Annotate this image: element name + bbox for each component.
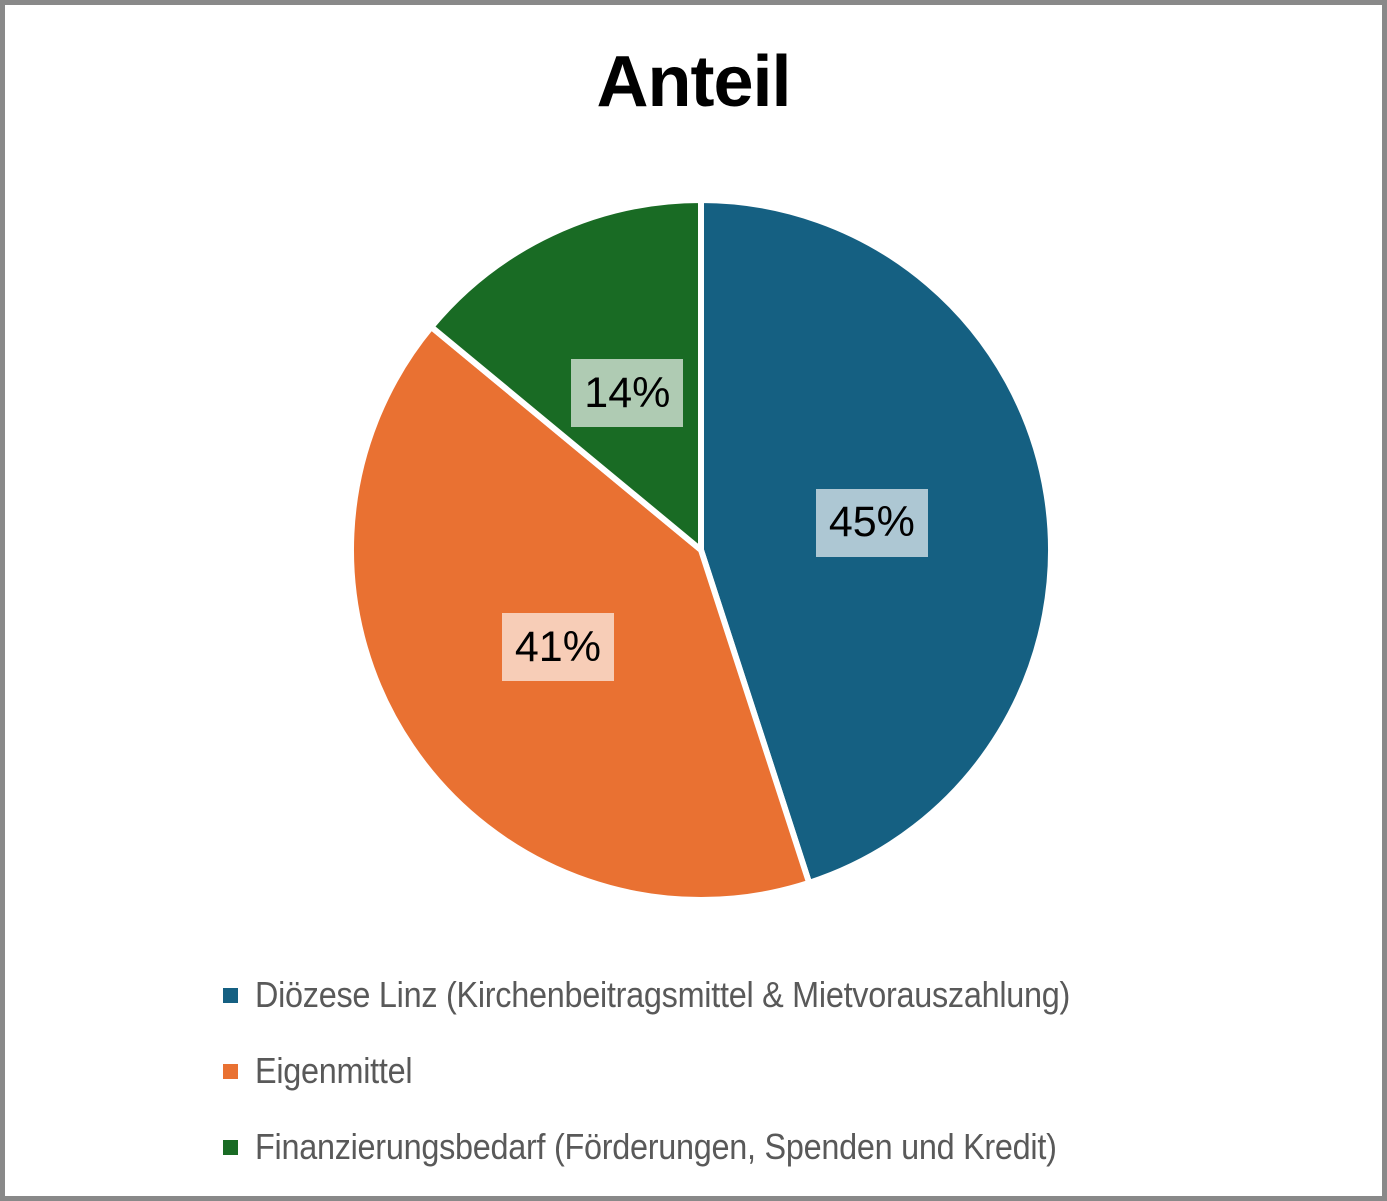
chart-title[interactable]: Anteil <box>596 42 791 122</box>
legend-label: Diözese Linz (Kirchenbeitragsmittel & Mi… <box>255 974 1071 1015</box>
legend-item-0[interactable]: Diözese Linz (Kirchenbeitragsmittel & Mi… <box>223 957 1161 1033</box>
legend-label: Eigenmittel <box>255 1050 413 1091</box>
legend: Diözese Linz (Kirchenbeitragsmittel & Mi… <box>223 957 1161 1185</box>
slice-label-1[interactable]: 41% <box>501 613 614 682</box>
legend-marker-icon <box>223 1063 238 1079</box>
legend-marker-icon <box>223 1139 238 1155</box>
legend-item-2[interactable]: Finanzierungsbedarf (Förderungen, Spende… <box>223 1109 1161 1185</box>
slice-label-0[interactable]: 45% <box>815 488 928 557</box>
legend-marker-icon <box>223 987 238 1003</box>
slice-label-2[interactable]: 14% <box>571 359 684 428</box>
legend-label: Finanzierungsbedarf (Förderungen, Spende… <box>255 1126 1057 1167</box>
pie-slice-2[interactable] <box>428 197 704 553</box>
legend-item-1[interactable]: Eigenmittel <box>223 1033 1161 1109</box>
